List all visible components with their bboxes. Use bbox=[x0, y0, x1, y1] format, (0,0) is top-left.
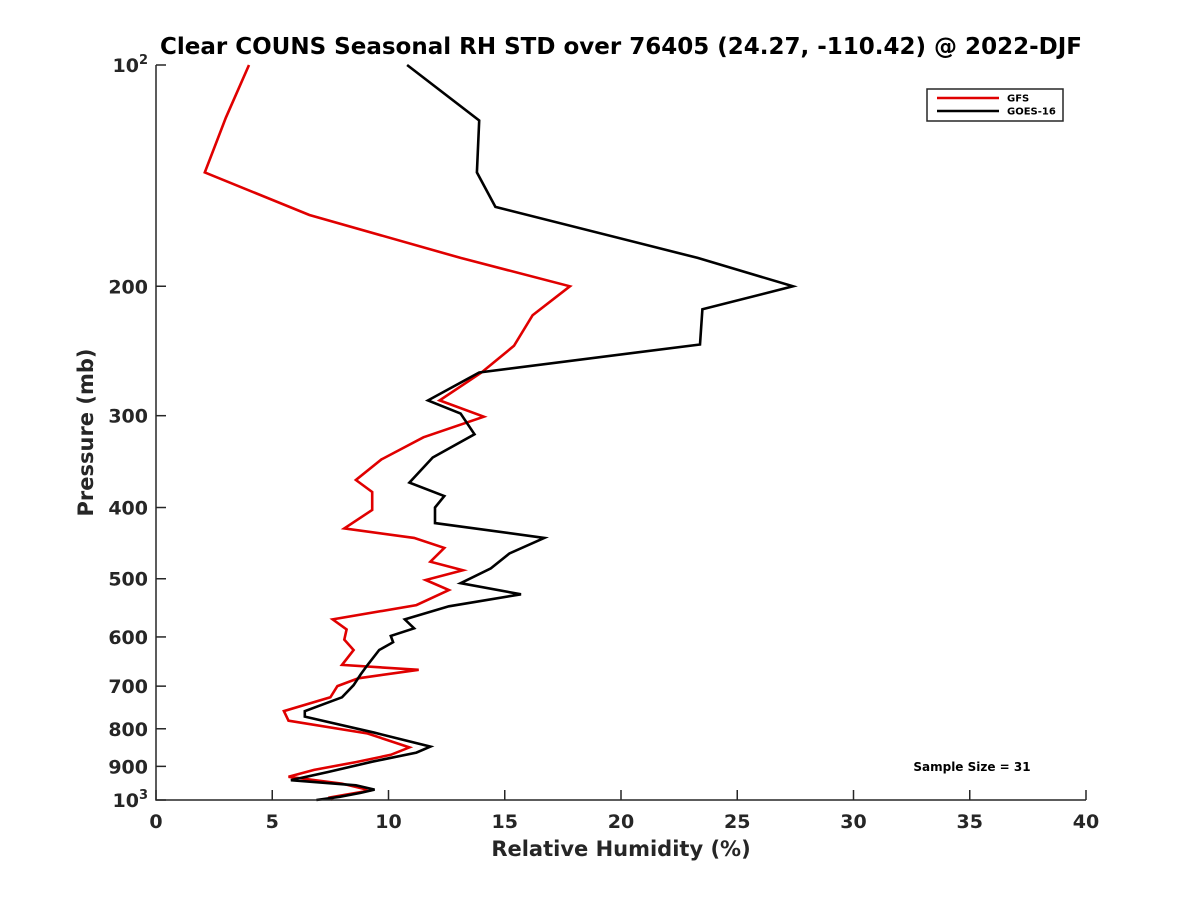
x-tick-label: 25 bbox=[724, 811, 750, 833]
x-tick-label: 30 bbox=[840, 811, 866, 833]
x-tick-label: 40 bbox=[1073, 811, 1099, 833]
x-tick-label: 20 bbox=[608, 811, 634, 833]
series-line-goes-16 bbox=[290, 63, 798, 802]
axes-frame bbox=[155, 65, 1086, 801]
legend-label: GOES-16 bbox=[1007, 107, 1056, 118]
legend-box bbox=[926, 88, 1064, 122]
y-tick-label: 102 bbox=[113, 53, 149, 77]
y-tick-label: 300 bbox=[108, 406, 148, 428]
x-tick-label: 15 bbox=[492, 811, 518, 833]
legend: GFS GOES-16 bbox=[926, 88, 1064, 122]
y-axis: 102 200 300 400 500 600 700 800 900 103 bbox=[108, 53, 166, 812]
y-tick-label: 200 bbox=[108, 276, 148, 298]
legend-label: GFS bbox=[1007, 94, 1029, 105]
chart-title: Clear COUNS Seasonal RH STD over 76405 (… bbox=[160, 34, 1082, 60]
y-axis-label: Pressure (mb) bbox=[74, 349, 98, 517]
plot-area: 0 5 10 15 20 25 30 35 40 102 200 300 400 500 600 700 80… bbox=[108, 53, 1099, 833]
x-axis: 0 5 10 15 20 25 30 35 40 bbox=[149, 790, 1099, 833]
x-axis-label: Relative Humidity (%) bbox=[491, 837, 750, 861]
y-tick-label: 500 bbox=[108, 569, 148, 591]
y-tick-label: 900 bbox=[108, 756, 148, 778]
series-line-gfs bbox=[203, 64, 573, 801]
y-tick-label: 600 bbox=[108, 627, 148, 649]
y-tick-label: 400 bbox=[108, 498, 148, 520]
x-tick-label: 10 bbox=[375, 811, 401, 833]
sample-size-annotation: Sample Size = 31 bbox=[913, 760, 1030, 774]
x-tick-label: 0 bbox=[149, 811, 162, 833]
y-tick-label: 700 bbox=[108, 676, 148, 698]
x-tick-label: 5 bbox=[266, 811, 279, 833]
y-tick-label: 800 bbox=[108, 719, 148, 741]
y-tick-label: 103 bbox=[113, 788, 149, 812]
x-tick-label: 35 bbox=[957, 811, 983, 833]
series-layer bbox=[203, 63, 798, 802]
